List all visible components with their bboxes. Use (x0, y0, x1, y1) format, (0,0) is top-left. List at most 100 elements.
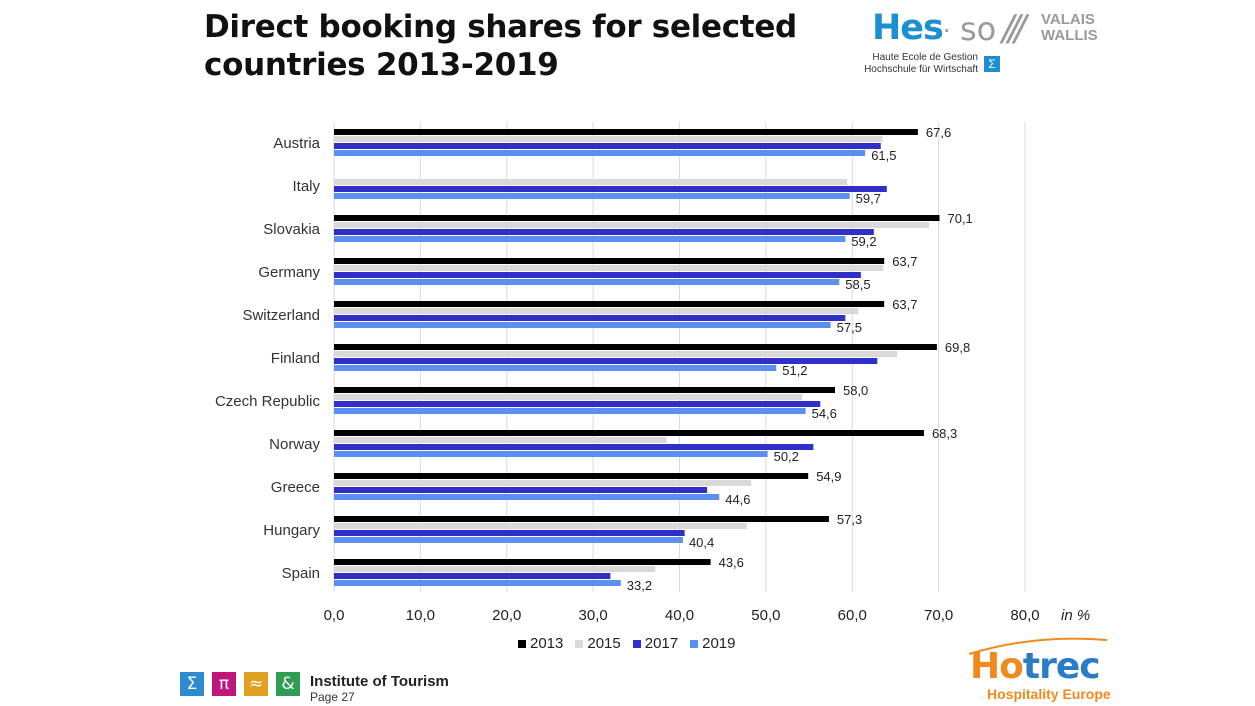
bar-2019 (334, 580, 621, 586)
bar-2017 (334, 401, 821, 407)
bar-2013 (334, 258, 885, 264)
bar-2013 (334, 430, 924, 436)
data-label-2019: 51,2 (782, 363, 807, 378)
hes-so-logo: Hes· so /// VALAIS WALLIS Haute Ecole de… (840, 8, 1110, 78)
data-label-2019: 40,4 (689, 535, 714, 550)
data-label-2013: 68,3 (932, 426, 957, 441)
bar-2019 (334, 193, 850, 199)
bar-2019 (334, 451, 768, 457)
bar-2013 (334, 516, 829, 522)
bar-2017 (334, 143, 881, 149)
bar-2015 (334, 523, 747, 529)
bar-2017 (334, 272, 861, 278)
bar-2015 (334, 222, 930, 228)
bar-2019 (334, 150, 866, 156)
category-label: Italy (292, 178, 320, 195)
category-label: Austria (273, 135, 320, 152)
hes-logo-subtitle: Haute Ecole de Gestion Hochschule für Wi… (864, 52, 978, 75)
category-label: Czech Republic (215, 393, 321, 410)
bar-2017 (334, 229, 874, 235)
data-label-2019: 44,6 (725, 492, 750, 507)
legend-label: 2015 (587, 635, 621, 652)
bar-2017 (334, 487, 708, 493)
data-label-2013: 70,1 (947, 211, 972, 226)
bar-2013 (334, 473, 809, 479)
data-label-2019: 58,5 (845, 277, 870, 292)
data-label-2013: 43,6 (719, 555, 744, 570)
data-label-2013: 63,7 (892, 254, 917, 269)
legend-label: 2019 (702, 635, 736, 652)
bar-2015 (334, 566, 656, 572)
x-tick-label: 50,0 (751, 607, 780, 624)
ampersand-icon: & (276, 672, 300, 696)
bar-2015 (334, 480, 752, 486)
bar-2015 (334, 308, 859, 314)
category-label: Spain (282, 565, 320, 582)
bar-2019 (334, 365, 777, 371)
category-label: Germany (258, 264, 320, 281)
data-label-2019: 59,7 (856, 191, 881, 206)
bar-2013 (334, 344, 937, 350)
bar-2015 (334, 179, 848, 185)
bar-2017 (334, 315, 846, 321)
bar-2013 (334, 387, 835, 393)
data-label-2019: 61,5 (871, 148, 896, 163)
data-label-2013: 57,3 (837, 512, 862, 527)
title-line-2: countries 2013-2019 (204, 47, 559, 83)
bar-2019 (334, 494, 720, 500)
bar-2013 (334, 129, 918, 135)
bar-2019 (334, 322, 831, 328)
bar-2019 (334, 537, 683, 543)
bar-2015 (334, 437, 667, 443)
hotrec-wordmark: Hotrec (970, 646, 1101, 687)
hotrec-logo: Hotrec Hospitality Europe (965, 632, 1115, 704)
data-label-2013: 69,8 (945, 340, 970, 355)
bar-2019 (334, 408, 806, 414)
hes-logo-region: VALAIS WALLIS (1041, 11, 1098, 44)
x-tick-label: 60,0 (838, 607, 867, 624)
legend-swatch (575, 639, 584, 648)
hes-logo-so: so (960, 10, 997, 48)
data-label-2019: 59,2 (851, 234, 876, 249)
category-label: Hungary (263, 522, 320, 539)
category-label: Slovakia (263, 221, 320, 238)
title-line-1: Direct booking shares for selected (204, 9, 797, 45)
hotrec-tagline: Hospitality Europe (987, 686, 1111, 702)
legend-swatch (518, 639, 526, 648)
bar-2017 (334, 358, 878, 364)
bar-2019 (334, 279, 840, 285)
x-tick-label: 10,0 (406, 607, 435, 624)
legend-label: 2017 (644, 635, 679, 652)
data-label-2019: 54,6 (812, 406, 837, 421)
x-tick-label: 0,0 (324, 607, 345, 624)
sigma-icon: Σ (984, 56, 1000, 72)
x-tick-label: 20,0 (492, 607, 521, 624)
category-label: Finland (271, 350, 320, 367)
bar-2015 (334, 394, 803, 400)
sigma-icon: Σ (180, 672, 204, 696)
legend-item-2017: 2017 (632, 635, 679, 652)
approx-icon: ≈ (244, 672, 268, 696)
page-number: Page 27 (310, 690, 355, 704)
chart-legend: 2013 2015 2017 2019 (518, 635, 736, 652)
pi-icon: π (212, 672, 236, 696)
category-label: Greece (271, 479, 320, 496)
legend-swatch (632, 639, 641, 648)
bar-2015 (334, 351, 898, 357)
x-tick-label: 80,0 (1010, 607, 1039, 624)
institute-name: Institute of Tourism (310, 673, 449, 690)
category-label: Switzerland (242, 307, 320, 324)
x-tick-label: 40,0 (665, 607, 694, 624)
data-label-2019: 57,5 (837, 320, 862, 335)
bar-2019 (334, 236, 846, 242)
data-label-2013: 63,7 (892, 297, 917, 312)
hotrec-swoosh-icon (968, 637, 1108, 655)
bar-2013 (334, 215, 940, 221)
data-label-2019: 50,2 (774, 449, 799, 464)
data-label-2013: 58,0 (843, 383, 868, 398)
page-title: Direct booking shares for selected count… (204, 8, 804, 84)
bar-2017 (334, 573, 611, 579)
data-label-2013: 67,6 (926, 125, 951, 140)
legend-item-2015: 2015 (575, 635, 621, 652)
